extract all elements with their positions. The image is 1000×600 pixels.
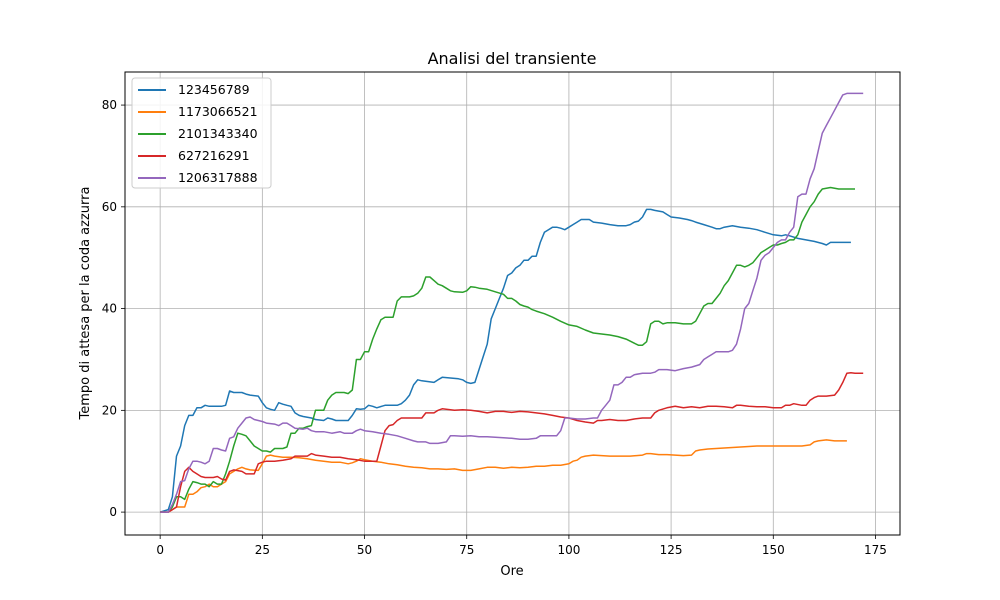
x-tick-label: 0 <box>156 543 164 557</box>
x-tick-label: 50 <box>357 543 372 557</box>
legend-label: 2101343340 <box>178 126 258 141</box>
x-tick-label: 150 <box>762 543 785 557</box>
x-tick-label: 175 <box>864 543 887 557</box>
y-tick-label: 80 <box>102 98 117 112</box>
y-axis-ticks: 0 20 40 60 80 <box>102 98 125 519</box>
x-axis-ticks: 0 25 50 75 100 125 150 175 <box>156 535 887 557</box>
plot-lines <box>159 92 864 513</box>
legend-label: 627216291 <box>178 148 250 163</box>
legend-label: 1173066521 <box>178 104 258 119</box>
legend-box <box>131 77 272 189</box>
x-tick-label: 100 <box>557 543 580 557</box>
x-tick-label: 75 <box>459 543 474 557</box>
chart-title: Analisi del transiente <box>428 49 597 68</box>
legend-label: 1206317888 <box>178 170 258 185</box>
y-tick-label: 60 <box>102 200 117 214</box>
x-tick-label: 25 <box>255 543 270 557</box>
legend: 123456789 1173066521 2101343340 627216291 12… <box>131 77 272 189</box>
x-tick-label: 125 <box>660 543 683 557</box>
series-line <box>160 439 847 513</box>
series-line <box>159 208 851 513</box>
legend-label: 123456789 <box>178 82 250 97</box>
grid <box>125 72 900 535</box>
y-tick-label: 0 <box>109 505 117 519</box>
series-line <box>160 371 864 513</box>
y-tick-label: 40 <box>102 302 117 316</box>
series-line <box>160 186 855 513</box>
series-line <box>160 92 864 513</box>
x-axis-label: Ore <box>500 564 523 579</box>
plot-frame <box>124 71 901 536</box>
y-tick-label: 20 <box>102 403 117 417</box>
y-axis-label: Tempo di attesa per la coda azzurra <box>78 187 93 421</box>
